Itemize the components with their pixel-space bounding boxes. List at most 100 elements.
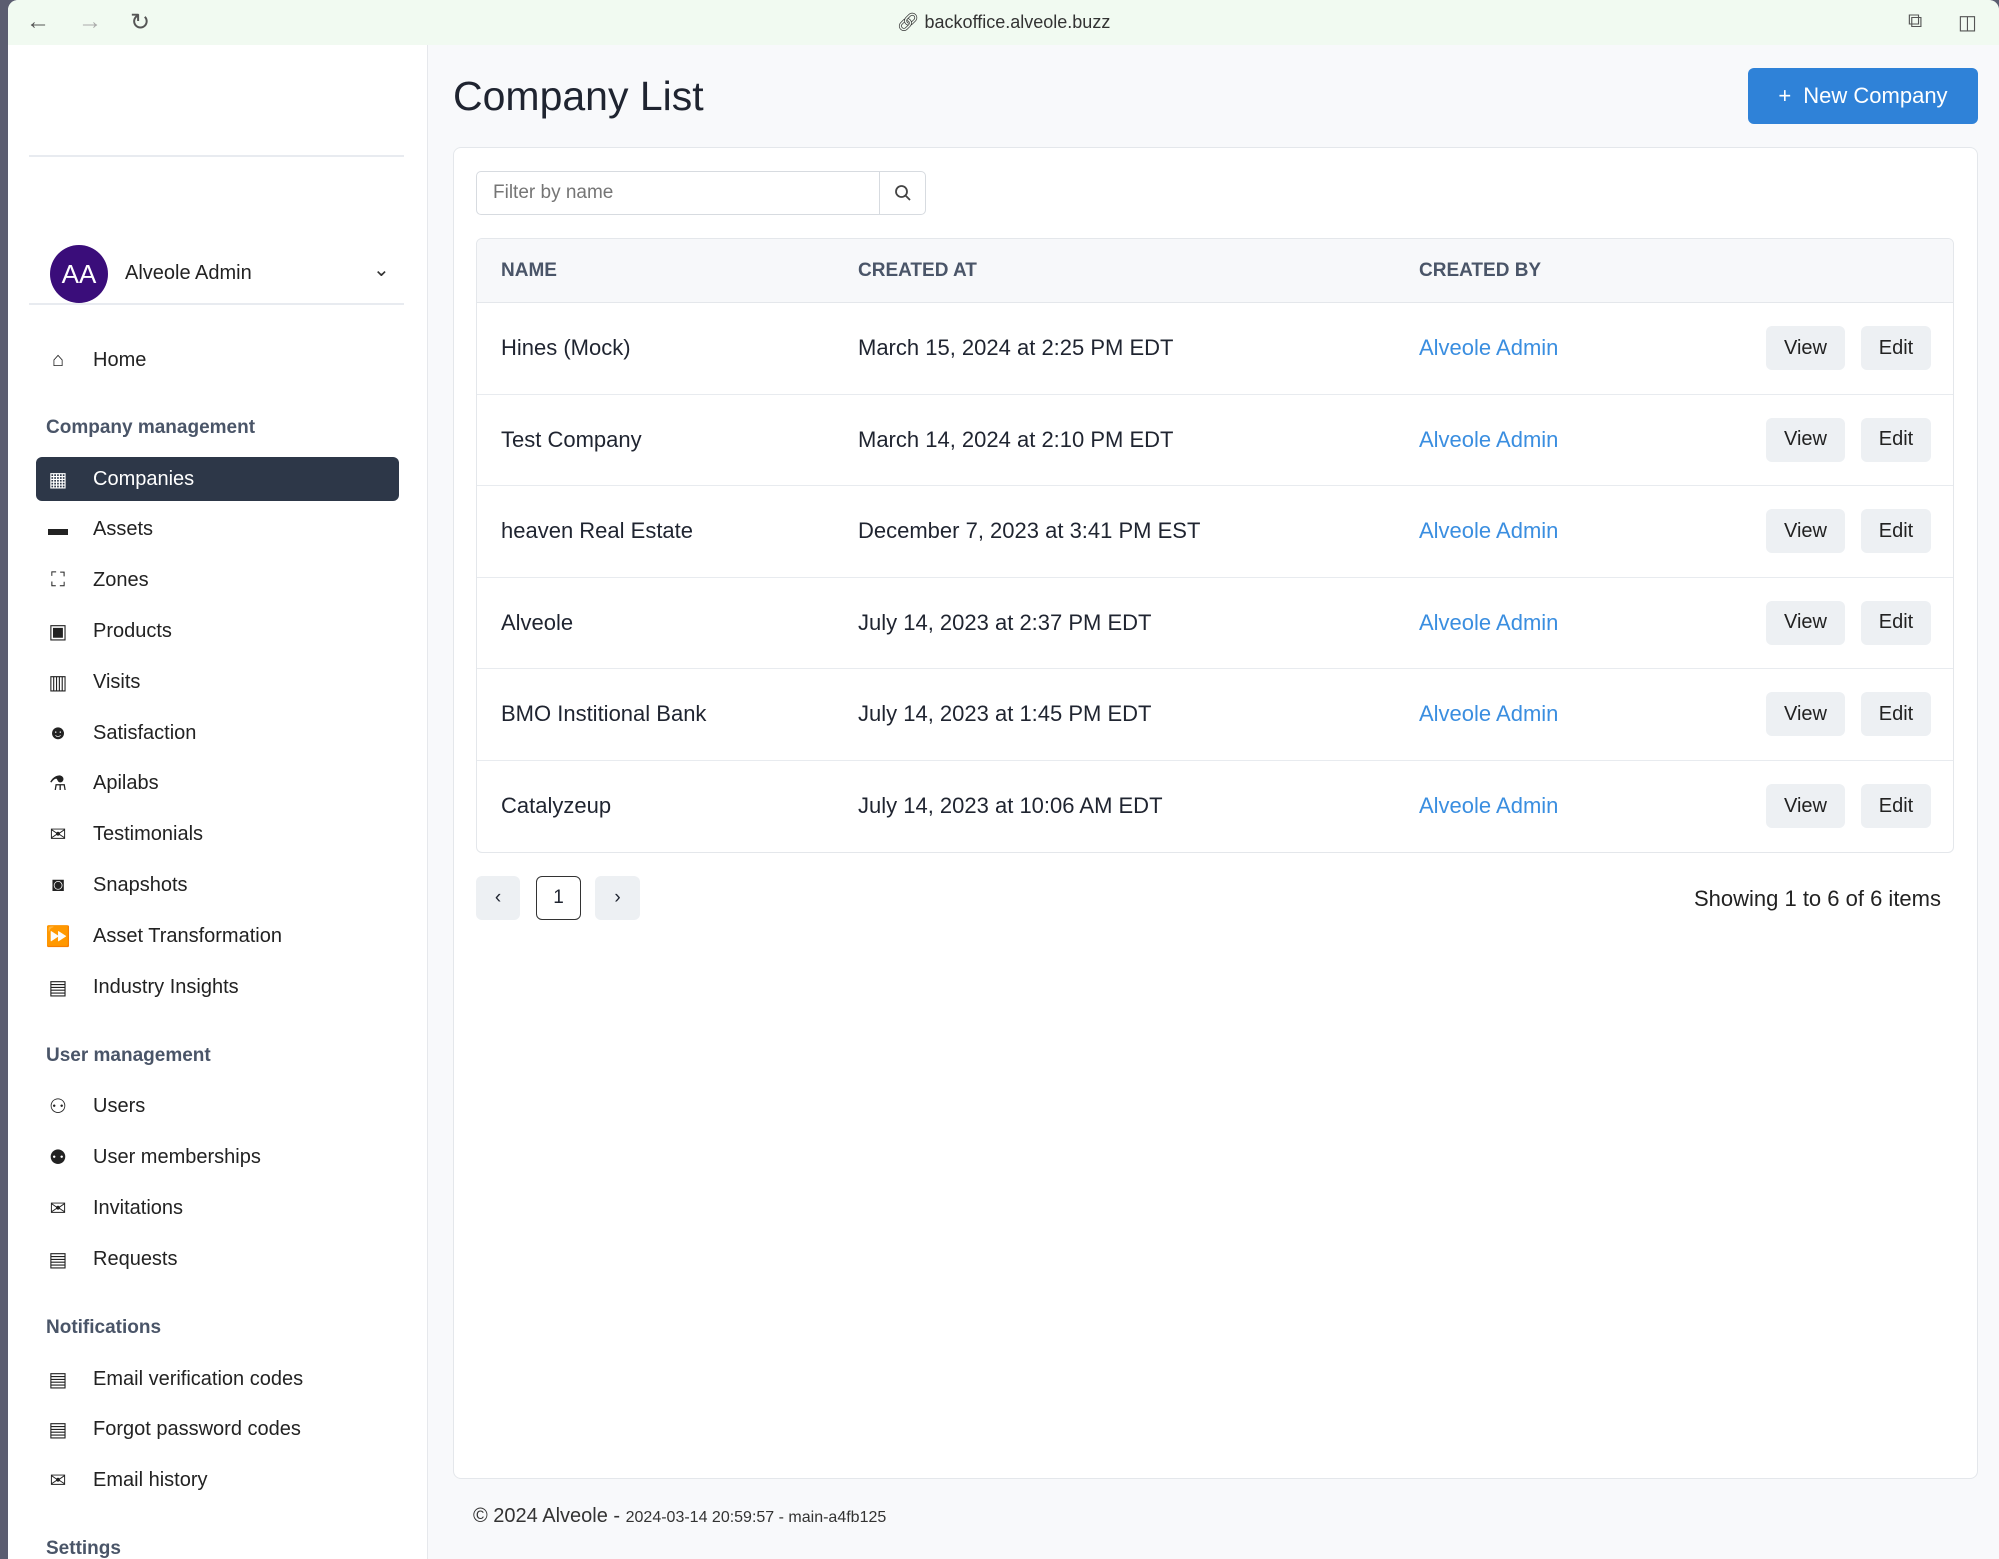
header-created-at[interactable]: CREATED AT xyxy=(858,259,977,281)
header-created-by[interactable]: CREATED BY xyxy=(1419,259,1542,281)
sidebar-item-products[interactable]: ▣ Products xyxy=(36,609,399,653)
sidebar-item-home[interactable]: ⌂ Home xyxy=(36,338,399,382)
created-by-link[interactable]: Alveole Admin xyxy=(1419,335,1559,361)
created-by-link[interactable]: Alveole Admin xyxy=(1419,518,1559,544)
sidebar-item-label: Assets xyxy=(93,518,154,541)
filter-input[interactable] xyxy=(477,172,879,214)
sidebar-item-label: Companies xyxy=(93,467,195,490)
sidebar-item-forgot-password-codes[interactable]: ▤ Forgot password codes xyxy=(36,1408,399,1452)
section-heading: Settings xyxy=(46,1538,121,1559)
edit-button[interactable]: Edit xyxy=(1861,600,1931,645)
sidebar-item-label: Email verification codes xyxy=(93,1367,304,1390)
edit-button[interactable]: Edit xyxy=(1861,326,1931,371)
footer-build: 2024-03-14 20:59:57 - main-a4fb125 xyxy=(625,1509,887,1526)
chevron-right-icon: › xyxy=(614,887,621,908)
company-name: Hines (Mock) xyxy=(501,335,631,361)
view-button[interactable]: View xyxy=(1766,417,1845,462)
sidebar-item-requests[interactable]: ▤ Requests xyxy=(36,1237,399,1281)
sidebar-item-visits[interactable]: ▥ Visits xyxy=(36,660,399,704)
company-name: BMO Institional Bank xyxy=(501,701,707,727)
sidebar-item-label: Zones xyxy=(93,569,149,592)
sidebar-item-users[interactable]: ⚇ Users xyxy=(36,1085,399,1129)
created-by-link[interactable]: Alveole Admin xyxy=(1419,609,1559,635)
created-by-link[interactable]: Alveole Admin xyxy=(1419,793,1559,819)
created-at: July 14, 2023 at 1:45 PM EDT xyxy=(858,701,1152,727)
edit-button[interactable]: Edit xyxy=(1861,509,1931,554)
sidebar-item-label: User memberships xyxy=(93,1146,261,1169)
extensions-icon[interactable]: ⧉ xyxy=(1908,10,1923,32)
search-icon xyxy=(894,185,911,201)
created-by-link[interactable]: Alveole Admin xyxy=(1419,701,1559,727)
money-bill-icon: ▬ xyxy=(48,518,68,541)
companies-table: NAME CREATED AT CREATED BY Hines (Mock) … xyxy=(476,238,1954,853)
page-1-button[interactable]: 1 xyxy=(536,876,581,920)
view-button[interactable]: View xyxy=(1766,784,1845,829)
sidebar-item-snapshots[interactable]: ◙ Snapshots xyxy=(36,863,399,907)
page-number: 1 xyxy=(553,887,564,908)
section-heading: User management xyxy=(46,1044,211,1066)
header-name[interactable]: NAME xyxy=(501,259,557,281)
address-bar[interactable]: 🔗︎ backoffice.alveole.buzz xyxy=(8,12,1999,33)
created-by-link[interactable]: Alveole Admin xyxy=(1419,426,1559,452)
sidebar-item-email-history[interactable]: ✉ Email history xyxy=(36,1459,399,1503)
sidebar-item-testimonials[interactable]: ✉ Testimonials xyxy=(36,813,399,857)
new-company-button[interactable]: + New Company xyxy=(1748,68,1978,124)
back-icon[interactable]: ← xyxy=(26,8,50,35)
table-row: BMO Institional Bank July 14, 2023 at 1:… xyxy=(477,669,1953,761)
sidebar-toggle-icon[interactable]: ◫ xyxy=(1958,12,1977,34)
sidebar-item-satisfaction[interactable]: ☻ Satisfaction xyxy=(36,711,399,755)
main-content: Company List + New Company NAME CREATED A… xyxy=(428,45,1999,1559)
sidebar-item-label: Industry Insights xyxy=(93,975,239,998)
sidebar-item-user-memberships[interactable]: ⚉ User memberships xyxy=(36,1136,399,1180)
sidebar-item-asset-transformation[interactable]: ⏩ Asset Transformation xyxy=(36,914,399,958)
sidebar-item-label: Email history xyxy=(93,1469,208,1492)
avatar[interactable]: AA xyxy=(50,245,108,303)
link-icon: 🔗︎ xyxy=(896,12,925,32)
receipt-icon: ▤ xyxy=(48,1368,68,1391)
table-row: Alveole July 14, 2023 at 2:37 PM EDT Alv… xyxy=(477,578,1953,669)
prev-page-button[interactable]: ‹ xyxy=(476,876,520,920)
forward-icon[interactable]: → xyxy=(78,8,102,35)
company-list-card: NAME CREATED AT CREATED BY Hines (Mock) … xyxy=(453,147,1978,1479)
sidebar-item-label: Apilabs xyxy=(93,772,159,795)
table-row: Test Company March 14, 2024 at 2:10 PM E… xyxy=(477,395,1953,486)
receipt-icon: ▤ xyxy=(48,1419,68,1442)
view-button[interactable]: View xyxy=(1766,692,1845,737)
edit-button[interactable]: Edit xyxy=(1861,692,1931,737)
mail-bulk-icon: ✉ xyxy=(49,1470,67,1493)
sidebar-item-apilabs[interactable]: ⚗ Apilabs xyxy=(36,762,399,806)
browser-window: ← → ↻ 🔗︎ backoffice.alveole.buzz ⧉ ◫ AA … xyxy=(8,0,1999,1559)
camera-icon: ◙ xyxy=(51,873,65,896)
table-header: NAME CREATED AT CREATED BY xyxy=(477,239,1953,303)
sidebar-item-industry-insights[interactable]: ▤ Industry Insights xyxy=(36,965,399,1009)
company-name: Test Company xyxy=(501,426,642,452)
building-icon: ▦ xyxy=(48,468,68,491)
users-icon: ⚇ xyxy=(49,1096,67,1119)
sidebar-item-label: Snapshots xyxy=(93,873,188,896)
sidebar-item-assets[interactable]: ▬ Assets xyxy=(36,508,399,552)
edit-button[interactable]: Edit xyxy=(1861,417,1931,462)
sidebar-item-invitations[interactable]: ✉ Invitations xyxy=(36,1186,399,1230)
view-button[interactable]: View xyxy=(1766,326,1845,371)
new-company-label: New Company xyxy=(1803,83,1948,108)
footer: © 2024 Alveole - 2024-03-14 20:59:57 - m… xyxy=(473,1505,886,1528)
sidebar-item-zones[interactable]: ⛶ Zones xyxy=(36,559,399,603)
view-button[interactable]: View xyxy=(1766,509,1845,554)
edit-button[interactable]: Edit xyxy=(1861,784,1931,829)
user-name[interactable]: Alveole Admin xyxy=(125,262,252,284)
view-button[interactable]: View xyxy=(1766,600,1845,645)
section-heading: Notifications xyxy=(46,1317,162,1338)
created-at: July 14, 2023 at 10:06 AM EDT xyxy=(858,793,1163,819)
sidebar: AA Alveole Admin ⌄ ⌂ Home Company manageme… xyxy=(8,45,428,1559)
sidebar-item-email-verification-codes[interactable]: ▤ Email verification codes xyxy=(36,1357,399,1401)
created-at: March 14, 2024 at 2:10 PM EDT xyxy=(858,426,1174,452)
smile-icon: ☻ xyxy=(47,721,69,744)
table-row: heaven Real Estate December 7, 2023 at 3… xyxy=(477,486,1953,578)
sidebar-item-label: Home xyxy=(93,348,147,371)
sidebar-item-companies[interactable]: ▦ Companies xyxy=(36,457,399,501)
search-button[interactable] xyxy=(879,172,925,214)
plus-icon: + xyxy=(1778,83,1792,108)
reload-icon[interactable]: ↻ xyxy=(130,9,151,36)
chevron-down-icon[interactable]: ⌄ xyxy=(373,259,390,281)
next-page-button[interactable]: › xyxy=(595,876,640,920)
